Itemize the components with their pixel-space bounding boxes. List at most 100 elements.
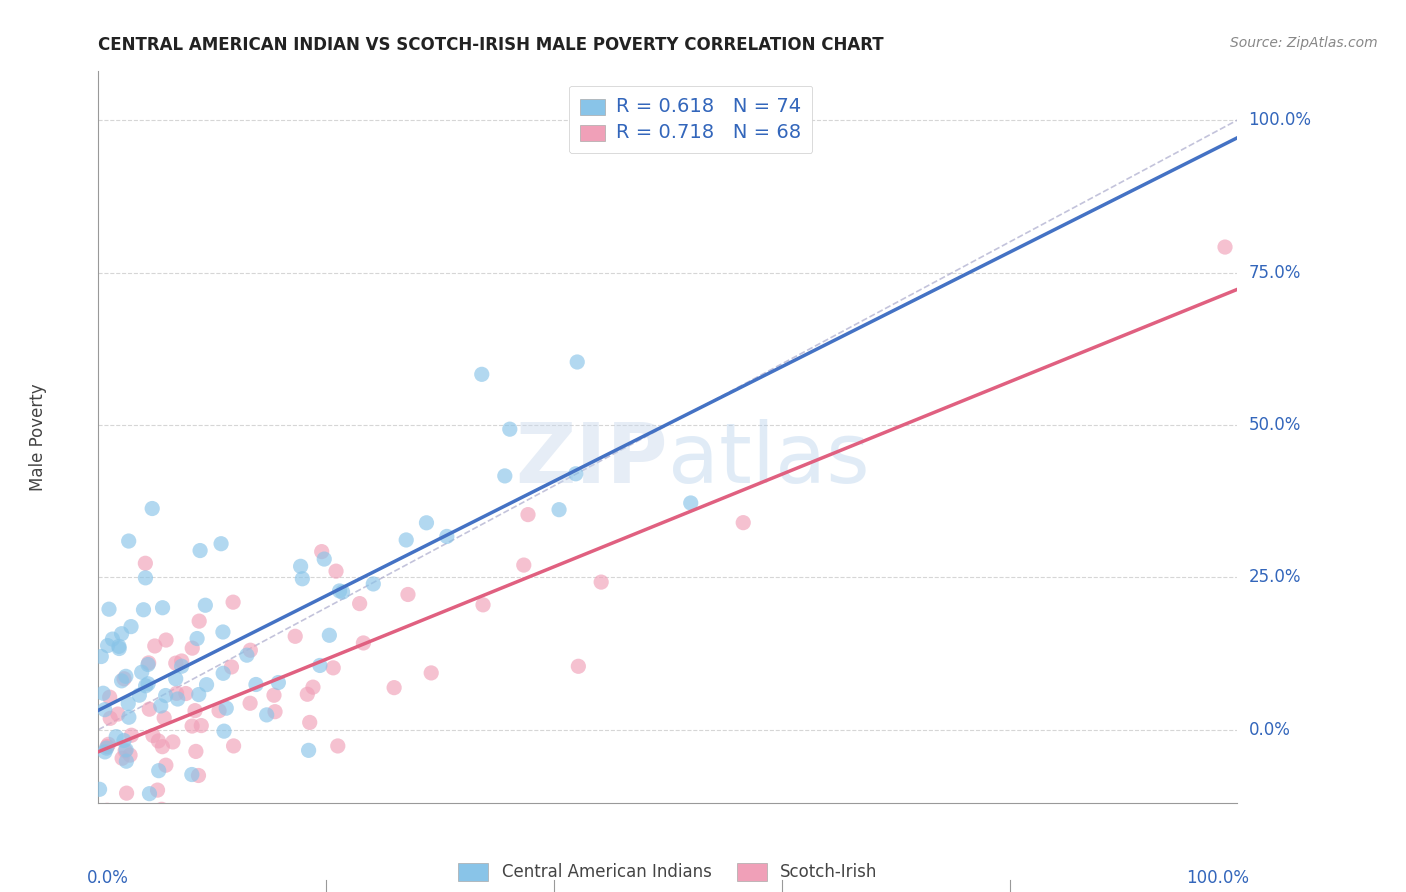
- Point: [209, 537, 232, 551]
- Point: [96, 803, 118, 817]
- Point: [131, 665, 153, 680]
- Point: [302, 680, 325, 694]
- Point: [733, 516, 755, 530]
- Point: [138, 656, 160, 670]
- Point: [155, 689, 177, 703]
- Point: [153, 711, 176, 725]
- Point: [180, 767, 202, 781]
- Point: [96, 739, 118, 754]
- Point: [93, 807, 115, 822]
- Point: [115, 743, 138, 757]
- Point: [420, 665, 443, 680]
- Point: [290, 559, 312, 574]
- Point: [415, 516, 437, 530]
- Point: [114, 744, 136, 758]
- Point: [103, 807, 125, 822]
- Point: [152, 600, 174, 615]
- Point: [150, 802, 173, 816]
- Point: [187, 688, 209, 702]
- Point: [212, 724, 235, 739]
- Point: [97, 737, 120, 751]
- Point: [155, 633, 177, 648]
- Point: [591, 575, 613, 590]
- Point: [150, 739, 173, 754]
- Point: [499, 422, 522, 436]
- Point: [311, 544, 333, 558]
- Text: 100.0%: 100.0%: [1185, 869, 1249, 887]
- Point: [263, 688, 285, 702]
- Text: 0.0%: 0.0%: [1249, 721, 1291, 739]
- Point: [143, 639, 166, 653]
- Point: [111, 751, 134, 765]
- Point: [118, 748, 141, 763]
- Point: [679, 496, 702, 510]
- Point: [170, 654, 193, 668]
- Point: [314, 552, 336, 566]
- Point: [396, 587, 419, 601]
- Point: [217, 833, 239, 847]
- Point: [436, 529, 458, 543]
- Text: 0.0%: 0.0%: [87, 869, 129, 887]
- Text: ZIP: ZIP: [516, 418, 668, 500]
- Point: [215, 701, 238, 715]
- Point: [471, 368, 494, 382]
- Point: [565, 467, 588, 481]
- Point: [107, 707, 129, 722]
- Point: [115, 669, 138, 683]
- Point: [108, 640, 131, 654]
- Point: [166, 692, 188, 706]
- Point: [325, 564, 347, 578]
- Point: [382, 681, 405, 695]
- Point: [297, 687, 319, 701]
- Point: [94, 745, 117, 759]
- Point: [142, 729, 165, 743]
- Point: [194, 599, 217, 613]
- Point: [329, 583, 352, 598]
- Point: [105, 730, 128, 744]
- Point: [115, 754, 138, 768]
- Point: [120, 728, 142, 742]
- Point: [90, 649, 112, 664]
- Point: [188, 614, 211, 628]
- Point: [222, 595, 245, 609]
- Point: [110, 626, 132, 640]
- Point: [98, 602, 121, 616]
- Point: [165, 656, 187, 670]
- Point: [135, 679, 157, 693]
- Point: [245, 677, 267, 691]
- Point: [181, 719, 204, 733]
- Point: [112, 861, 135, 875]
- Point: [148, 764, 170, 778]
- Point: [162, 735, 184, 749]
- Point: [134, 571, 156, 585]
- Text: CENTRAL AMERICAN INDIAN VS SCOTCH-IRISH MALE POVERTY CORRELATION CHART: CENTRAL AMERICAN INDIAN VS SCOTCH-IRISH …: [98, 36, 884, 54]
- Point: [212, 666, 235, 681]
- Text: Male Poverty: Male Poverty: [30, 384, 48, 491]
- Point: [117, 697, 139, 711]
- Point: [149, 698, 172, 713]
- Point: [267, 675, 290, 690]
- Point: [181, 641, 204, 656]
- Point: [349, 597, 371, 611]
- Point: [291, 572, 314, 586]
- Point: [115, 786, 138, 800]
- Legend: Central American Indians, Scotch-Irish: Central American Indians, Scotch-Irish: [450, 855, 886, 889]
- Point: [132, 603, 155, 617]
- Point: [96, 741, 118, 756]
- Point: [264, 705, 287, 719]
- Point: [136, 677, 159, 691]
- Point: [141, 501, 163, 516]
- Point: [236, 648, 259, 662]
- Point: [221, 660, 243, 674]
- Point: [148, 734, 170, 748]
- Point: [309, 658, 332, 673]
- Point: [112, 733, 135, 747]
- Text: 100.0%: 100.0%: [1249, 112, 1312, 129]
- Point: [239, 696, 262, 710]
- Point: [98, 711, 121, 725]
- Point: [208, 704, 231, 718]
- Point: [136, 657, 159, 672]
- Point: [139, 830, 162, 844]
- Point: [567, 355, 589, 369]
- Point: [395, 533, 418, 547]
